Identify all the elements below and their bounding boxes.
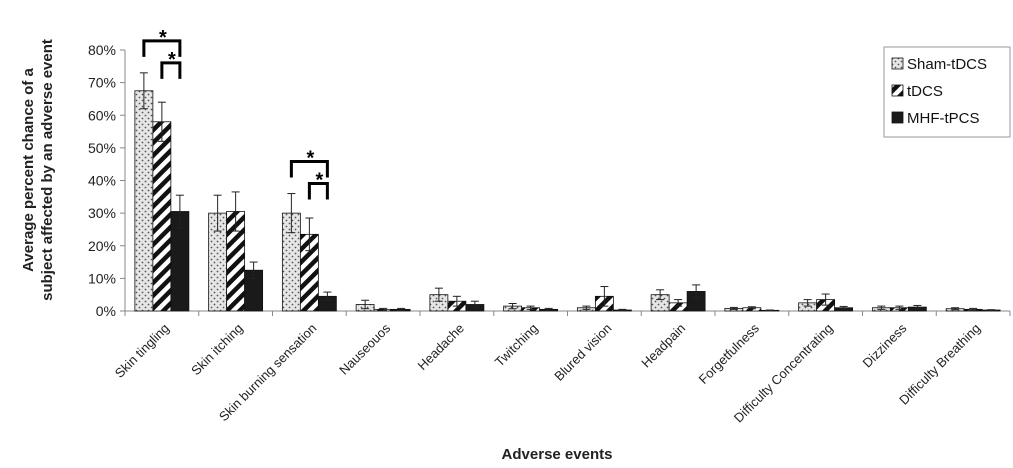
legend-label-mhf-tpcs: MHF-tPCS: [907, 110, 980, 127]
significance-star: *: [315, 170, 323, 192]
y-tick-label: 10%: [88, 270, 116, 286]
y-tick-label: 20%: [88, 238, 116, 254]
y-tick-label: 0%: [96, 303, 116, 319]
bar-tdcs-skin-tingling: [152, 121, 172, 312]
legend-label-tdcs: tDCS: [907, 83, 943, 100]
x-axis-title: Adverse events: [502, 446, 613, 463]
legend: Sham-tDCS tDCS MHF-tPCS: [883, 46, 1011, 138]
y-tick-label: 70%: [88, 75, 116, 91]
significance-bracket-skin-tingling: [160, 61, 182, 79]
y-tick-label: 60%: [88, 107, 116, 123]
legend-swatch-tdcs: [891, 84, 904, 97]
significance-star: *: [168, 49, 176, 71]
y-axis-title-line-1: Average percent chance of a: [20, 68, 37, 272]
legend-swatch-mhf-tpcs: [891, 111, 904, 124]
error-bars: [139, 72, 996, 312]
category-label-blured-vision: Blured vision: [551, 321, 614, 384]
category-label-forgetfulness: Forgetfulness: [696, 320, 763, 387]
category-label-skin-tingling: Skin tingling: [112, 321, 172, 381]
category-label-dizziness: Dizziness: [860, 320, 910, 370]
significance-star: *: [306, 148, 314, 170]
category-label-headpain: Headpain: [638, 321, 688, 371]
legend-swatch-sham-tdcs: [891, 57, 904, 70]
significance-bracket-skin-burning-sensation: [307, 182, 329, 200]
plot-area: 0% 10% 20% 30% 40% 50% 60% 70% 80% Skin tingling…: [88, 27, 1011, 425]
category-label-twitching: Twitching: [492, 321, 541, 370]
significance-brackets: ****: [142, 27, 329, 200]
y-tick-label: 30%: [88, 205, 116, 221]
y-tick-label: 50%: [88, 140, 116, 156]
y-tick-label: 40%: [88, 173, 116, 189]
legend-label-sham-tdcs: Sham-tDCS: [907, 56, 987, 73]
category-label-nauseouos: Nauseouos: [336, 320, 393, 377]
y-axis-ticks: 0% 10% 20% 30% 40% 50% 60% 70% 80%: [88, 42, 125, 319]
bars: [134, 90, 1001, 312]
bar-sham-tdcs-skin-tingling: [134, 90, 154, 312]
category-label-difficulty-breathing: Difficulty Breathing: [896, 321, 983, 408]
category-label-headache: Headache: [414, 321, 467, 374]
legend-box: [883, 46, 1011, 138]
y-tick-label: 80%: [88, 42, 116, 58]
category-label-skin-itching: Skin itching: [188, 321, 246, 379]
significance-bracket-skin-tingling: [142, 39, 182, 57]
y-axis-title-line-2: subject affected by an adverse event: [39, 39, 56, 301]
significance-star: *: [159, 27, 167, 49]
significance-bracket-skin-burning-sensation: [289, 160, 329, 178]
y-axis-title: Average percent chance of a subject affe…: [20, 39, 56, 301]
